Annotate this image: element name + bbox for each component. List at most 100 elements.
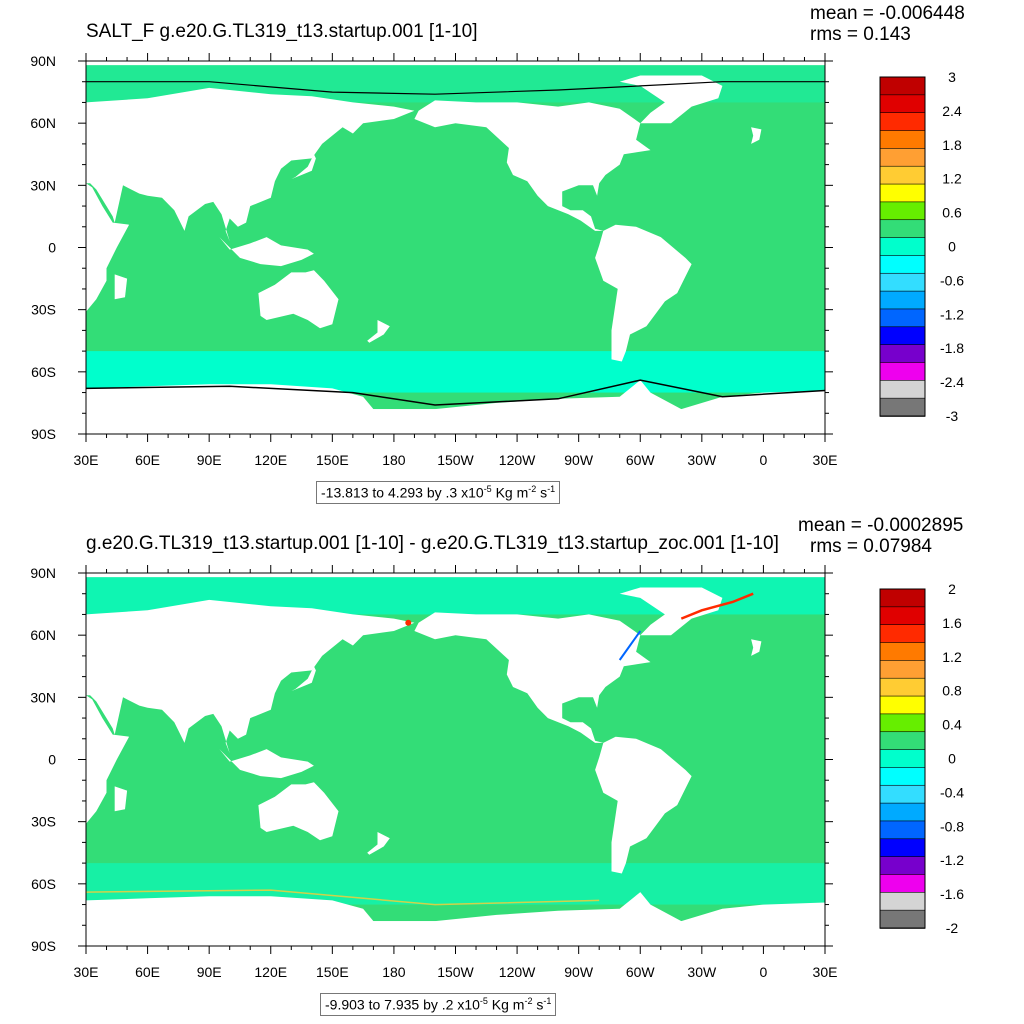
x-tick-label: 0 [760, 964, 768, 980]
north-pole-cap [86, 61, 825, 66]
x-tick-label: 120W [499, 452, 536, 468]
x-tick-label: 90W [564, 452, 594, 468]
labrador-anomaly [618, 630, 642, 661]
x-tick-label: 30E [813, 452, 838, 468]
land-north_america [414, 100, 651, 231]
colorbar-box [879, 660, 926, 680]
colorbar-box [879, 380, 926, 399]
colorbar-label: -1.8 [940, 340, 964, 356]
colorbar-label: -0.6 [940, 272, 964, 288]
land-newzealand [367, 832, 390, 855]
colorbar-box [879, 219, 926, 239]
land-eurasia [86, 599, 415, 754]
y-tick-label: 90S [31, 938, 56, 954]
x-tick-label: 120W [499, 964, 536, 980]
x-tick-label: 30W [687, 452, 717, 468]
colorbar-box [879, 677, 926, 697]
colorbar-box [879, 255, 926, 275]
colorbar-box [879, 767, 926, 787]
land-eurasia [86, 87, 415, 242]
colorbar-label: 0 [948, 751, 956, 767]
map-panel-2: mean = -0.0002895 rms = 0.07984 g.e20.G.… [0, 512, 1024, 1024]
contour-info-s: s [536, 484, 548, 501]
y-tick-label: 60N [30, 115, 56, 131]
colorbar-label: 0.4 [942, 717, 962, 733]
colorbar-frame [879, 76, 926, 417]
colorbar-box [879, 183, 926, 203]
colorbar-box [879, 344, 926, 364]
colorbar-label: -1.2 [940, 306, 964, 322]
colorbar-box [879, 749, 926, 769]
colorbar-box [879, 784, 926, 804]
land-south_america [595, 224, 692, 362]
antarctic-coast-contour [85, 379, 826, 406]
colorbar-label: 1.2 [942, 649, 962, 665]
panel-1-rms: rms = 0.143 [810, 24, 911, 45]
colorbar-box [879, 237, 926, 257]
x-tick-label: 60E [135, 964, 160, 980]
south-pole-cap [86, 921, 825, 946]
x-tick-label: 150W [437, 964, 474, 980]
contour-info-exp: -5 [483, 484, 492, 494]
colorbar-box [879, 820, 926, 840]
y-tick-label: 30N [30, 689, 56, 705]
y-tick-label: 90S [31, 426, 56, 442]
land-uk [751, 127, 762, 144]
colorbar-box [879, 802, 926, 822]
panel-2-title: g.e20.G.TL319_t13.startup.001 [1-10] - g… [86, 533, 779, 554]
land-south_america [595, 736, 692, 874]
colorbar-label: -3 [946, 408, 959, 424]
contour-info-s: s [532, 996, 544, 1013]
land-australia [258, 270, 339, 329]
contour-info-units: Kg m [487, 996, 525, 1013]
colorbar-box [879, 642, 926, 662]
x-tick-label: 90W [564, 964, 594, 980]
colorbar-box [879, 201, 926, 221]
colorbar-label: -2.4 [940, 374, 964, 390]
bering-anomaly [405, 619, 412, 626]
land-greenland [619, 587, 723, 636]
colorbar-box [879, 290, 926, 310]
x-tick-label: 90E [197, 964, 222, 980]
colorbar-frame [879, 588, 926, 929]
panel-1-title: SALT_F g.e20.G.TL319_t13.startup.001 [1-… [86, 21, 478, 42]
colorbar-box [879, 909, 926, 929]
x-tick-label: 60W [626, 452, 656, 468]
colorbar-box [879, 362, 926, 382]
y-tick-label: 30S [31, 302, 56, 318]
colorbar-label: 1.2 [942, 171, 962, 187]
y-tick-label: 90N [30, 53, 56, 69]
y-tick-label: 90N [30, 565, 56, 581]
colorbar-box [879, 272, 926, 292]
contour-info-m-exp: -2 [528, 484, 537, 494]
land-africa [77, 183, 130, 318]
panel-1-mean: mean = -0.006448 [810, 3, 965, 24]
y-tick-label: 60S [31, 364, 56, 380]
colorbar-label: 2 [948, 581, 956, 597]
colorbar-label: 2.4 [942, 103, 962, 119]
colorbar-label: -0.4 [940, 784, 964, 800]
colorbar-box [879, 624, 926, 644]
colorbar-box [879, 112, 926, 132]
colorbar-label: 1.8 [942, 137, 962, 153]
x-tick-label: 150E [316, 452, 349, 468]
x-tick-label: 30W [687, 964, 717, 980]
colorbar-label: 1.6 [942, 615, 962, 631]
land-madagascar [114, 786, 128, 812]
colorbar-box [879, 856, 926, 876]
x-tick-label: 180 [382, 452, 406, 468]
contour-info-prefix: -13.813 to 4.293 by .3 x10 [321, 484, 484, 501]
colorbar-box [879, 588, 926, 608]
x-tick-label: 30E [74, 452, 99, 468]
land-indonesia [219, 237, 314, 267]
panel-2-mean: mean = -0.0002895 [798, 515, 964, 536]
y-tick-label: 30S [31, 814, 56, 830]
colorbar-label: 0.8 [942, 683, 962, 699]
y-tick-label: 60N [30, 627, 56, 643]
south-pole-cap [86, 409, 825, 434]
land-africa [77, 695, 130, 830]
colorbar-box [879, 713, 926, 733]
contour-info-prefix: -9.903 to 7.935 by .2 x10 [325, 996, 480, 1013]
map-panel-1: SALT_F g.e20.G.TL319_t13.startup.001 [1-… [30, 3, 965, 504]
panel-1-stats: mean = -0.006448 rms = 0.143 [810, 3, 965, 45]
